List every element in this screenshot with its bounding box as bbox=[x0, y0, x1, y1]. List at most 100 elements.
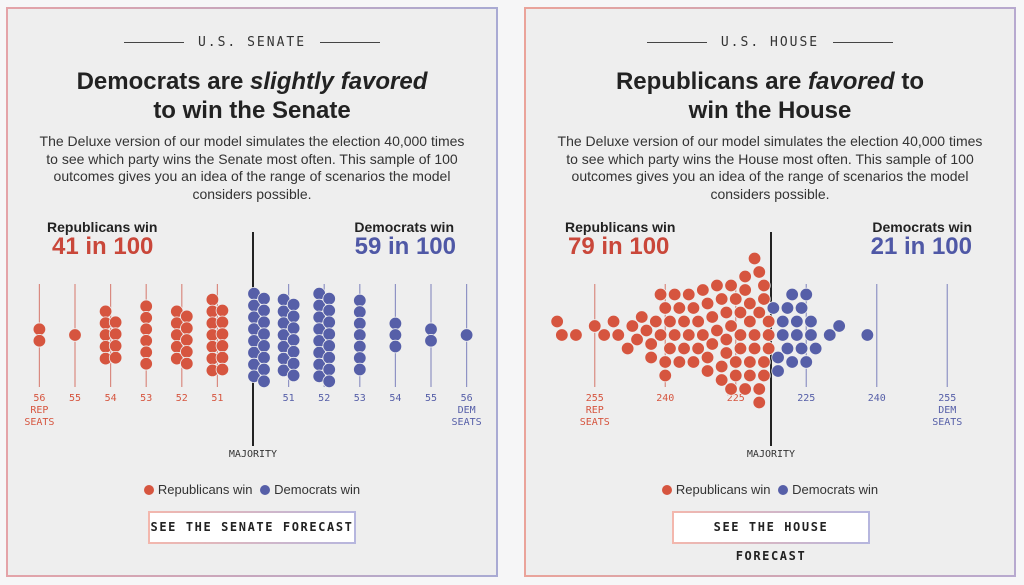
rep-outcome-dot bbox=[752, 382, 766, 396]
rep-outcome-dot bbox=[757, 368, 771, 383]
dem-tick-label-unit: SEATS bbox=[932, 417, 962, 428]
rep-outcome-dot bbox=[714, 359, 729, 374]
dem-outcome-dot bbox=[353, 351, 367, 365]
dem-outcome-dot bbox=[322, 374, 336, 389]
rep-outcome-dot bbox=[743, 296, 757, 311]
rep-outcome-dot bbox=[729, 292, 743, 306]
rep-outcome-dot bbox=[180, 309, 194, 324]
rep-tick-label-unit: SEATS bbox=[24, 417, 54, 428]
rep-tick-label: 53 bbox=[140, 393, 152, 404]
rep-outcome-dot bbox=[743, 368, 757, 383]
rep-outcome-dot bbox=[686, 301, 701, 315]
rep-outcome-dot bbox=[752, 265, 766, 279]
rep-tick-label-unit: REP bbox=[30, 405, 48, 416]
rep-outcome-dot bbox=[700, 364, 715, 378]
dem-tick-label: 56 bbox=[461, 393, 473, 404]
title-part: slightly bbox=[250, 68, 335, 95]
dem-outcome-dot bbox=[459, 328, 474, 342]
dem-tick-label: 54 bbox=[389, 393, 401, 404]
rep-outcome-dot bbox=[729, 368, 743, 383]
house-dem-win-label: Democrats win bbox=[872, 219, 972, 235]
dem-outcome-dot bbox=[353, 293, 367, 308]
see-senate-forecast-button[interactable]: SEE THE SENATE FORECAST bbox=[148, 511, 356, 544]
rep-outcome-dot bbox=[644, 350, 658, 365]
rep-outcome-dot bbox=[752, 305, 766, 320]
rep-outcome-dot bbox=[215, 315, 230, 330]
rep-outcome-dot bbox=[653, 287, 668, 302]
dem-tick-label-unit: DEM bbox=[938, 405, 956, 416]
legend-dem-dot-icon bbox=[778, 485, 789, 495]
dem-tick-label-unit: DEM bbox=[458, 405, 476, 416]
rep-outcome-dot bbox=[649, 314, 663, 329]
rep-outcome-dot bbox=[738, 269, 752, 284]
dem-tick-label: 51 bbox=[283, 393, 295, 404]
rep-outcome-dot bbox=[215, 339, 230, 353]
dem-outcome-dot bbox=[286, 345, 301, 359]
rep-outcome-dot bbox=[696, 283, 710, 297]
rep-outcome-dot bbox=[714, 292, 729, 306]
dem-outcome-dot bbox=[804, 328, 818, 342]
rep-outcome-dot bbox=[686, 355, 701, 369]
rep-outcome-dot bbox=[667, 287, 682, 302]
house-rep-win-value: 79 in 100 bbox=[568, 233, 670, 260]
rep-outcome-dot bbox=[620, 341, 635, 356]
dem-tick-label: 255 bbox=[938, 393, 956, 404]
rep-outcome-dot bbox=[682, 287, 696, 302]
rep-outcome-dot bbox=[672, 355, 687, 369]
rep-outcome-dot bbox=[180, 345, 194, 359]
rep-outcome-dot bbox=[635, 310, 649, 324]
senate-legend: Republicans win Democrats win bbox=[8, 482, 496, 497]
dem-outcome-dot bbox=[785, 355, 799, 369]
dem-outcome-dot bbox=[286, 356, 301, 371]
dem-outcome-dot bbox=[790, 314, 804, 329]
dem-outcome-dot bbox=[257, 303, 271, 318]
rep-tick-label-unit: REP bbox=[586, 405, 604, 416]
rep-outcome-dot bbox=[705, 337, 719, 351]
legend-rep-label: Republicans win bbox=[675, 482, 771, 497]
see-house-forecast-button[interactable]: SEE THE HOUSE FORECAST bbox=[672, 511, 870, 563]
dem-outcome-dot bbox=[322, 315, 336, 330]
rep-outcome-dot bbox=[691, 314, 705, 329]
rep-outcome-dot bbox=[215, 303, 230, 318]
rep-outcome-dot bbox=[139, 311, 153, 325]
rep-outcome-dot bbox=[752, 395, 766, 410]
rep-outcome-dot bbox=[32, 322, 47, 336]
dem-outcome-dot bbox=[804, 314, 818, 329]
rep-outcome-dot bbox=[714, 373, 729, 387]
rep-outcome-dot bbox=[108, 339, 123, 353]
rep-outcome-dot bbox=[677, 341, 691, 356]
rep-outcome-dot bbox=[724, 382, 738, 396]
dem-outcome-dot bbox=[286, 309, 301, 324]
rep-outcome-dot bbox=[733, 341, 748, 356]
rep-outcome-dot bbox=[588, 319, 602, 333]
rep-outcome-dot bbox=[667, 328, 682, 342]
senate-description: The Deluxe version of our model simulate… bbox=[39, 133, 465, 202]
rep-outcome-dot bbox=[663, 314, 677, 329]
rep-outcome-dot bbox=[653, 328, 668, 342]
rep-outcome-dot bbox=[658, 301, 672, 315]
rep-tick-label: 55 bbox=[69, 393, 81, 404]
dem-outcome-dot bbox=[257, 327, 271, 341]
rep-outcome-dot bbox=[747, 341, 762, 356]
dem-outcome-dot bbox=[322, 362, 336, 377]
senate-rep-win-label: Republicans win bbox=[47, 219, 158, 235]
rep-outcome-dot bbox=[761, 328, 776, 342]
dem-outcome-dot bbox=[322, 351, 336, 365]
house-dem-win-value: 21 in 100 bbox=[870, 233, 972, 260]
dem-tick-label: 53 bbox=[354, 393, 366, 404]
rep-outcome-dot bbox=[215, 351, 230, 365]
rep-outcome-dot bbox=[658, 355, 672, 369]
dem-outcome-dot bbox=[286, 297, 301, 312]
rep-outcome-dot bbox=[733, 328, 748, 342]
house-card: U.S. HOUSE Republicans are favored to wi… bbox=[524, 7, 1016, 577]
house-kicker: U.S. HOUSE bbox=[526, 35, 1014, 50]
dem-outcome-dot bbox=[322, 303, 336, 318]
rep-outcome-dot bbox=[757, 292, 771, 306]
rep-outcome-dot bbox=[672, 301, 687, 315]
house-title: Republicans are favored to win the House bbox=[596, 67, 944, 125]
dem-outcome-dot bbox=[785, 287, 799, 302]
rep-outcome-dot bbox=[215, 327, 230, 341]
house-description: The Deluxe version of our model simulate… bbox=[557, 133, 983, 202]
dem-outcome-dot bbox=[799, 287, 813, 302]
